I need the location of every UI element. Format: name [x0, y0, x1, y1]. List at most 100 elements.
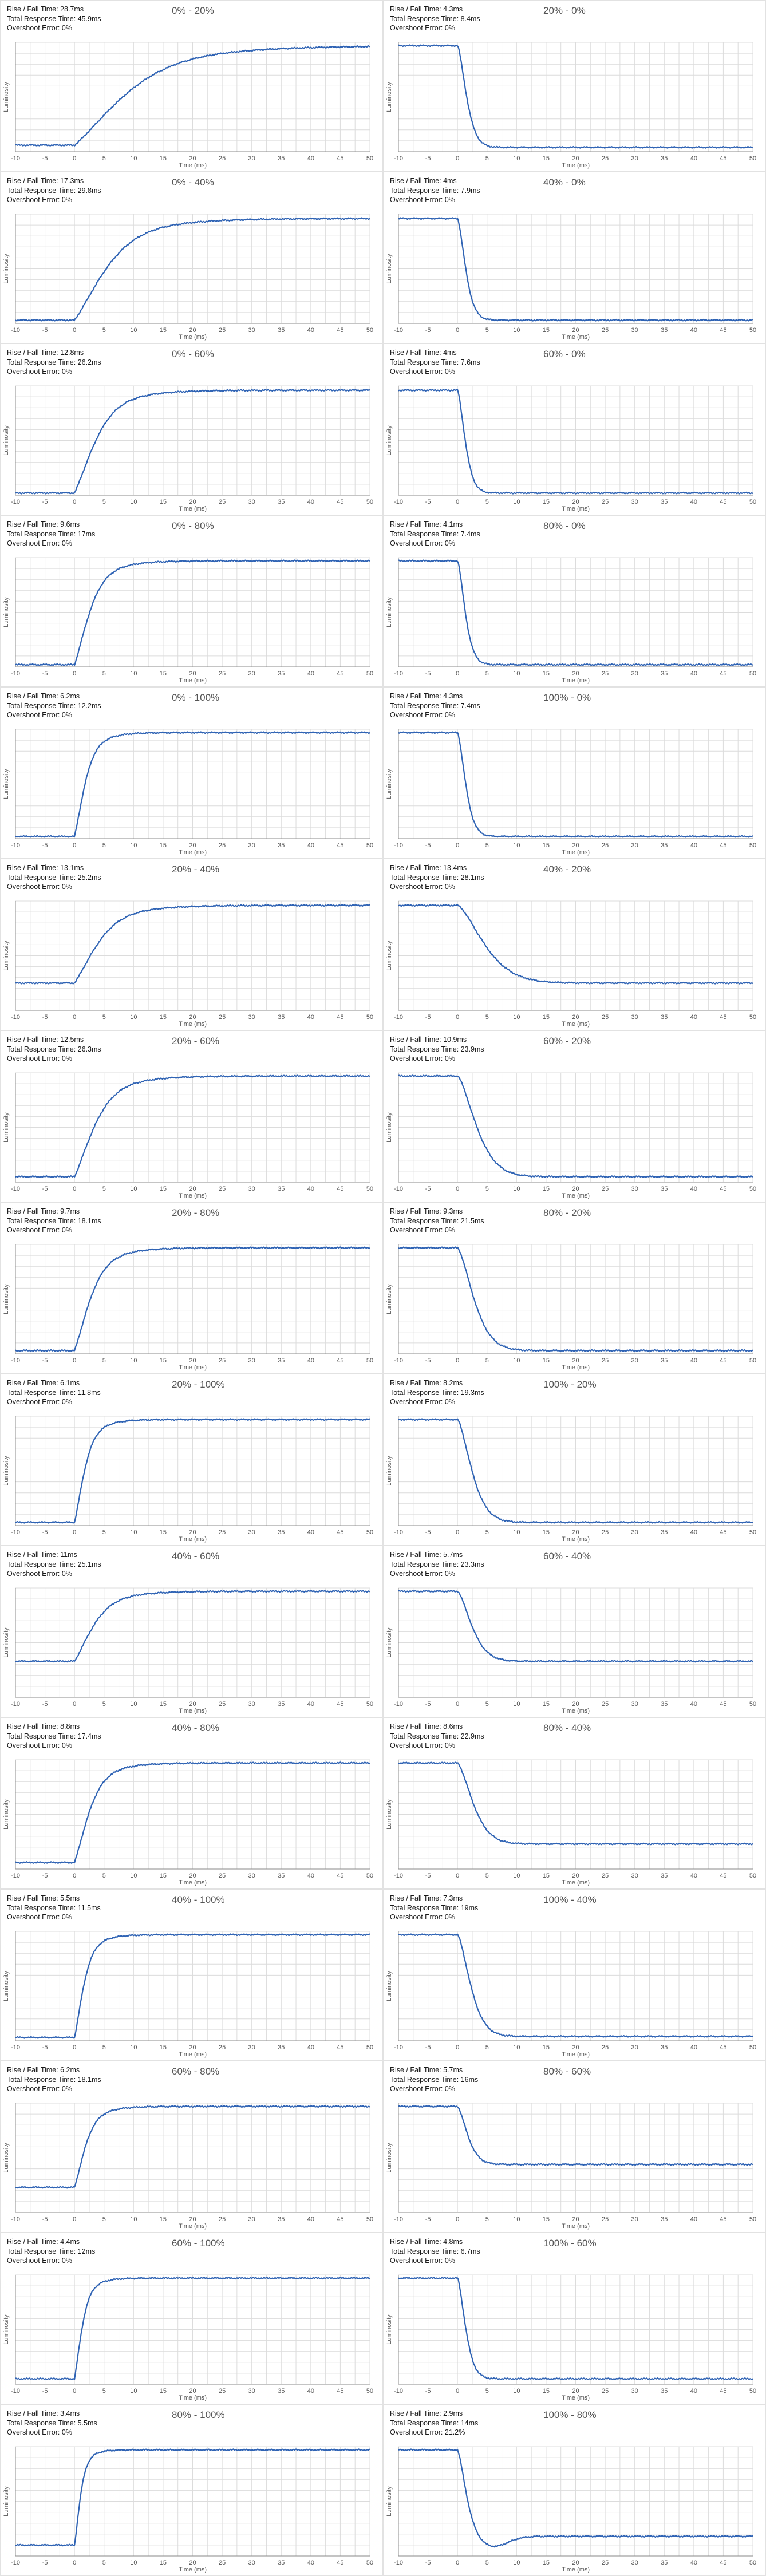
chart-title: 0% - 60% — [172, 349, 214, 359]
x-tick-label: 30 — [631, 1357, 638, 1364]
x-tick-label: 15 — [543, 2388, 550, 2395]
overshoot-error: Overshoot Error: 0% — [7, 1741, 72, 1749]
x-tick-label: 40 — [690, 1872, 697, 1879]
response-stats: Rise / Fall Time: 10.9ms Total Response T… — [390, 1035, 484, 1064]
x-tick-label: -5 — [42, 842, 48, 849]
x-tick-label: 25 — [219, 1014, 226, 1021]
response-stats: Rise / Fall Time: 4.3ms Total Response Ti… — [390, 692, 480, 720]
x-tick-label: 50 — [749, 1186, 756, 1192]
panel-frame — [0, 172, 383, 343]
x-tick-label: 0 — [456, 2044, 459, 2051]
x-tick-label: 20 — [189, 155, 196, 162]
x-tick-label: 45 — [337, 327, 343, 334]
line-plot: -10 -5 0 5 10 15 20 25 30 35 40 45 50 Time (ms) Lumino… — [3, 385, 373, 512]
x-tick-label: 20 — [189, 842, 196, 849]
x-tick-label: 15 — [543, 499, 550, 505]
x-axis-label: Time (ms) — [179, 334, 207, 341]
x-tick-label: 30 — [631, 327, 638, 334]
x-tick-label: -10 — [11, 2044, 20, 2051]
response-stats: Rise / Fall Time: 9.3ms Total Response Ti… — [390, 1207, 484, 1235]
x-tick-label: 10 — [130, 1529, 137, 1536]
total-response-time: Total Response Time: 7.9ms — [390, 186, 480, 195]
response-stats: Rise / Fall Time: 5.5ms Total Response Ti… — [7, 1894, 101, 1922]
x-tick-label: -10 — [394, 2388, 403, 2395]
chart-title: 60% - 0% — [543, 349, 586, 359]
x-tick-label: -10 — [394, 2559, 403, 2566]
panel-frame — [0, 1030, 383, 1202]
x-axis-label: Time (ms) — [179, 1708, 207, 1714]
x-tick-label: 50 — [749, 1357, 756, 1364]
x-tick-label: 30 — [248, 327, 255, 334]
chart-title: 20% - 60% — [172, 1036, 220, 1046]
rise-fall-time: Rise / Fall Time: 4ms — [390, 177, 457, 185]
x-tick-label: 5 — [102, 155, 106, 162]
x-tick-label: 40 — [690, 842, 697, 849]
y-axis-label: Luminosity — [3, 254, 10, 284]
x-tick-label: -10 — [11, 1186, 20, 1192]
line-plot: -10 -5 0 5 10 15 20 25 30 35 40 45 50 Time (ms) Lumino… — [386, 1931, 756, 2058]
x-tick-label: 30 — [248, 1872, 255, 1879]
luminosity-series-line — [398, 1590, 753, 1663]
x-axis-label: Time (ms) — [179, 1364, 207, 1371]
overshoot-error: Overshoot Error: 0% — [7, 2257, 72, 2265]
x-tick-label: 30 — [631, 670, 638, 677]
y-axis-label: Luminosity — [386, 254, 393, 284]
panel-frame — [0, 1202, 383, 1374]
total-response-time: Total Response Time: 14ms — [390, 2419, 479, 2427]
x-tick-label: 5 — [102, 1872, 106, 1879]
x-tick-label: 45 — [720, 2388, 726, 2395]
y-axis-label: Luminosity — [386, 2314, 393, 2345]
x-tick-label: 40 — [307, 2216, 314, 2223]
luminosity-series-line — [15, 1418, 370, 1524]
x-tick-label: 20 — [572, 2044, 579, 2051]
chart-title: 20% - 40% — [172, 864, 220, 875]
x-tick-label: 15 — [543, 1014, 550, 1021]
x-tick-label: -5 — [42, 499, 48, 505]
x-tick-label: 15 — [543, 670, 550, 677]
response-stats: Rise / Fall Time: 4.3ms Total Response Ti… — [390, 5, 480, 33]
y-axis-label: Luminosity — [386, 2486, 393, 2516]
x-tick-label: -10 — [394, 2216, 403, 2223]
x-tick-label: -10 — [11, 2388, 20, 2395]
x-tick-label: 30 — [248, 2559, 255, 2566]
luminosity-series-line — [15, 389, 370, 495]
x-tick-label: 40 — [307, 2559, 314, 2566]
x-tick-label: 0 — [73, 2044, 76, 2051]
chart-panel-60-to-80: Rise / Fall Time: 6.2ms Total Response Ti… — [0, 2061, 383, 2233]
x-tick-label: 40 — [307, 2044, 314, 2051]
panel-frame — [0, 1546, 383, 1717]
x-tick-label: 10 — [513, 2388, 520, 2395]
x-tick-label: 25 — [602, 155, 609, 162]
rise-fall-time: Rise / Fall Time: 2.9ms — [390, 2409, 463, 2417]
x-tick-label: 15 — [543, 842, 550, 849]
y-axis-label: Luminosity — [386, 1971, 393, 2001]
chart-title: 40% - 60% — [172, 1551, 220, 1562]
x-tick-label: 50 — [749, 1014, 756, 1021]
x-tick-label: 50 — [366, 842, 373, 849]
x-tick-label: 10 — [513, 2216, 520, 2223]
response-stats: Rise / Fall Time: 2.9ms Total Response Ti… — [390, 2409, 478, 2437]
x-tick-label: 5 — [485, 1872, 489, 1879]
x-tick-label: 10 — [130, 499, 137, 505]
x-tick-label: 25 — [219, 327, 226, 334]
overshoot-error: Overshoot Error: 0% — [390, 2257, 455, 2265]
x-tick-label: 35 — [661, 670, 668, 677]
x-tick-label: 5 — [485, 2559, 489, 2566]
rise-fall-time: Rise / Fall Time: 10.9ms — [390, 1036, 467, 1044]
response-stats: Rise / Fall Time: 8.8ms Total Response Ti… — [7, 1722, 101, 1751]
x-tick-label: 45 — [720, 1872, 726, 1879]
x-tick-label: 30 — [631, 2216, 638, 2223]
x-tick-label: -10 — [394, 1014, 403, 1021]
rise-fall-time: Rise / Fall Time: 4.3ms — [390, 692, 463, 700]
total-response-time: Total Response Time: 45.9ms — [7, 14, 101, 23]
x-tick-label: -10 — [11, 1014, 20, 1021]
x-tick-label: 25 — [602, 2216, 609, 2223]
luminosity-series-line — [398, 44, 753, 149]
overshoot-error: Overshoot Error: 0% — [390, 1570, 455, 1578]
x-tick-label: 25 — [219, 499, 226, 505]
response-stats: Rise / Fall Time: 4ms Total Response Time… — [390, 176, 480, 205]
x-tick-label: 50 — [366, 2559, 373, 2566]
x-tick-label: -5 — [425, 1872, 431, 1879]
x-tick-label: 5 — [485, 1701, 489, 1708]
